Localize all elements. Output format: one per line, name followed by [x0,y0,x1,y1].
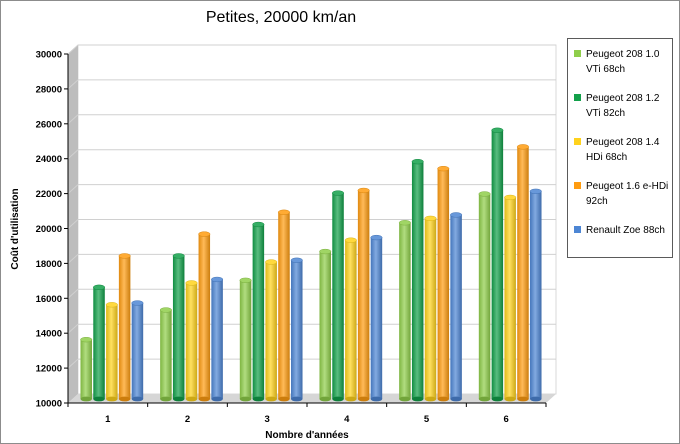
bar [172,253,185,402]
gridline-side [67,219,79,229]
bar [93,284,106,402]
legend-swatch [574,182,581,189]
bar [478,191,491,402]
y-tick-label: 30000 [36,50,62,61]
x-tick-label: 6 [504,414,509,425]
bar [239,277,252,402]
gridline-side [67,114,79,125]
y-tick-label: 16000 [36,294,62,305]
bar [80,337,93,402]
gridline-side [67,44,79,55]
bar [491,127,504,402]
legend-swatch [574,226,581,233]
gridline-side [67,149,79,160]
y-tick-label: 22000 [36,189,62,200]
gridline-side [67,288,79,299]
bar [131,300,144,402]
bar [118,253,131,402]
y-tick-label: 24000 [36,154,62,165]
bar [516,144,529,402]
y-tick-label: 28000 [36,84,62,95]
x-tick-label: 3 [265,414,270,425]
bar [529,188,542,402]
gridline-side [67,254,79,264]
bar [424,215,437,402]
legend-label: Peugeot 208 1.4 HDi 68ch [586,137,660,163]
bar [265,259,278,402]
bar [290,257,303,402]
legend-label: Peugeot 208 1.0 VTi 68ch [586,49,660,75]
y-tick-label: 18000 [36,259,62,270]
bar [185,280,198,402]
legend-label: Peugeot 208 1.2 VTi 82ch [586,93,660,119]
gridline-side [67,79,79,90]
y-axis-title: Coût d'utilisation [10,188,21,269]
chart-title: Petites, 20000 km/an [205,9,357,26]
bar [450,212,463,402]
y-tick-label: 12000 [36,364,62,375]
bar [159,307,172,402]
bar [211,276,224,402]
legend-label: Peugeot 1.6 e-HDi 92ch [586,181,669,207]
bar [370,234,383,402]
bar [277,209,290,402]
gridline-side [67,358,79,369]
bar [398,220,411,402]
y-tick-label: 14000 [36,329,62,340]
legend-swatch [574,50,581,57]
bar [357,187,370,402]
bar [437,166,450,402]
bar [252,221,265,402]
bar [504,194,517,402]
gridline-side [67,323,79,334]
bar [319,248,332,402]
bar [344,237,357,402]
y-tick-label: 20000 [36,224,62,235]
x-axis-title: Nombre d'années [265,430,349,441]
x-tick-label: 5 [424,414,430,425]
bar [198,231,211,402]
bar [332,190,345,402]
legend: Peugeot 208 1.0 VTi 68ch Peugeot 208 1.2 … [567,38,673,258]
x-tick-label: 4 [344,414,350,425]
bar [105,302,118,402]
x-tick-label: 2 [185,414,190,425]
legend-swatch [574,94,581,101]
legend-swatch [574,138,581,145]
bar [411,159,424,402]
legend-label: Renault Zoe 88ch [586,225,665,236]
y-tick-label: 26000 [36,119,62,130]
y-tick-label: 10000 [36,399,62,410]
x-tick-label: 1 [105,414,111,425]
gridline-side [67,184,79,194]
